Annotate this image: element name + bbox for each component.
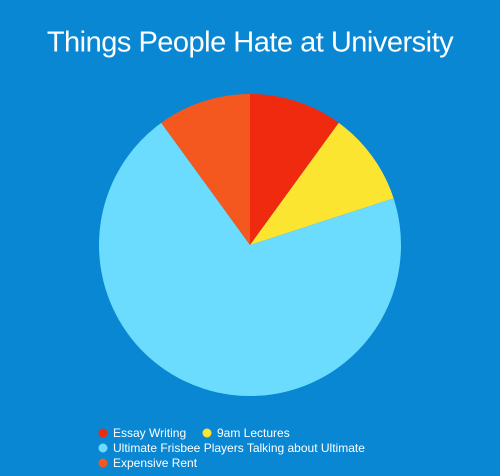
chart-title: Things People Hate at University [47,27,454,59]
pie-slice [250,94,339,245]
legend-swatch [98,443,108,453]
pie-slice [98,122,401,396]
legend-label: 9am Lectures [217,426,290,440]
pie-slice [250,122,394,245]
legend-label: Essay Writing [113,426,186,440]
legend-swatch [98,428,108,438]
legend-label: Ultimate Frisbee Players Talking about U… [113,441,365,455]
legend-swatch [202,428,212,438]
legend-label: Expensive Rent [113,456,198,470]
pie-slice [161,94,250,245]
legend-swatch [98,458,108,468]
